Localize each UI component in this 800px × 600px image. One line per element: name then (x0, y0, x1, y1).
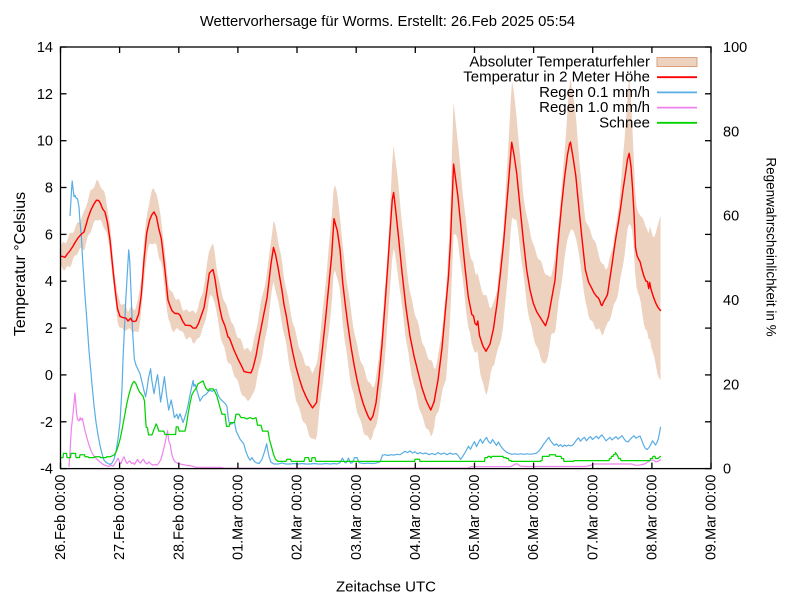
svg-text:Temperatur °Celsius: Temperatur °Celsius (12, 192, 29, 336)
svg-text:07.Mar 00:00: 07.Mar 00:00 (585, 475, 601, 560)
svg-text:Regen 1.0 mm/h: Regen 1.0 mm/h (539, 99, 650, 116)
svg-text:Regenwahrscheinlichkeit in %: Regenwahrscheinlichkeit in % (764, 157, 779, 336)
svg-text:14: 14 (37, 40, 53, 56)
svg-text:26.Feb 00:00: 26.Feb 00:00 (53, 475, 69, 560)
svg-text:4: 4 (45, 274, 53, 290)
svg-text:0: 0 (45, 368, 53, 384)
svg-text:08.Mar 00:00: 08.Mar 00:00 (645, 475, 661, 560)
svg-text:2: 2 (45, 321, 53, 337)
svg-text:04.Mar 00:00: 04.Mar 00:00 (408, 475, 424, 560)
svg-text:80: 80 (723, 124, 739, 140)
svg-text:Temperatur in 2 Meter Höhe: Temperatur in 2 Meter Höhe (463, 69, 650, 86)
svg-text:02.Mar 00:00: 02.Mar 00:00 (290, 475, 306, 560)
svg-text:Wettervorhersage für Worms. Er: Wettervorhersage für Worms. Erstellt: 26… (200, 14, 575, 30)
svg-text:05.Mar 00:00: 05.Mar 00:00 (467, 475, 483, 560)
svg-text:8: 8 (45, 181, 53, 197)
svg-text:Regen 0.1 mm/h: Regen 0.1 mm/h (539, 84, 650, 101)
svg-text:Zeitachse UTC: Zeitachse UTC (336, 579, 436, 596)
svg-text:0: 0 (723, 462, 731, 478)
svg-text:06.Mar 00:00: 06.Mar 00:00 (526, 475, 542, 560)
svg-text:28.Feb 00:00: 28.Feb 00:00 (171, 475, 187, 560)
svg-text:10: 10 (37, 134, 53, 150)
svg-text:20: 20 (723, 377, 739, 393)
svg-text:-4: -4 (40, 462, 53, 478)
svg-text:6: 6 (45, 227, 53, 243)
svg-text:12: 12 (37, 87, 53, 103)
svg-text:01.Mar 00:00: 01.Mar 00:00 (231, 475, 247, 560)
svg-text:-2: -2 (40, 415, 53, 431)
svg-text:27.Feb 00:00: 27.Feb 00:00 (112, 475, 128, 560)
svg-text:40: 40 (723, 293, 739, 309)
svg-text:03.Mar 00:00: 03.Mar 00:00 (349, 475, 365, 560)
svg-text:60: 60 (723, 209, 739, 225)
svg-text:09.Mar 00:00: 09.Mar 00:00 (704, 475, 720, 560)
svg-text:Absoluter Temperaturfehler: Absoluter Temperaturfehler (469, 54, 650, 71)
svg-text:100: 100 (723, 40, 747, 56)
svg-text:Schnee: Schnee (599, 114, 650, 131)
